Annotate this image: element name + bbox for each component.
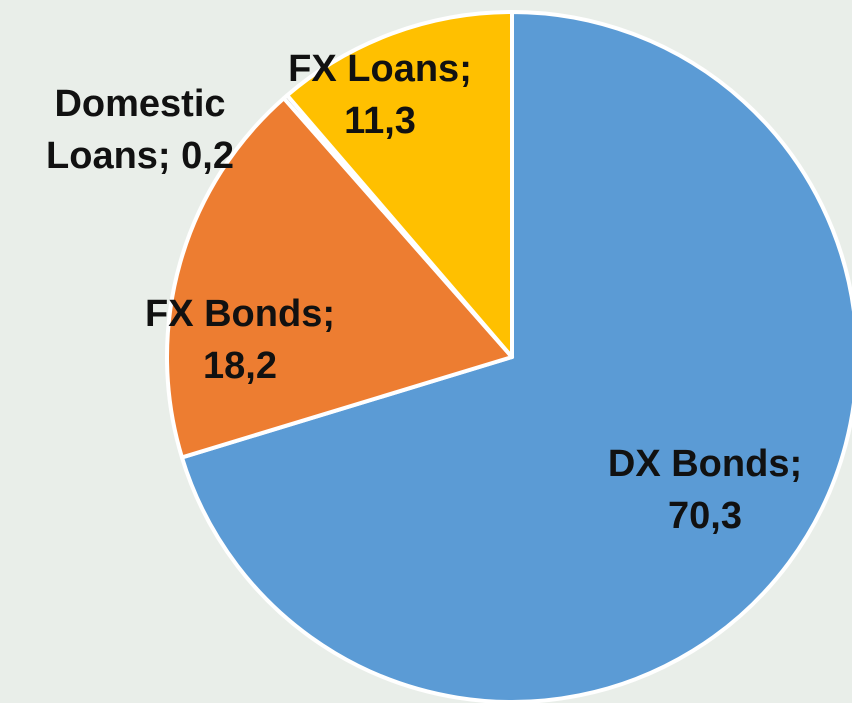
value-label: 0,2 (181, 135, 234, 177)
value-label: 11,3 (344, 100, 416, 142)
pie-slice (179, 10, 852, 703)
pie-slice (285, 10, 514, 359)
category: DX Bonds (607, 443, 790, 485)
data-label: FX Loans; 11,3 (265, 43, 495, 147)
separator: ; (459, 48, 472, 90)
value-label: 18,2 (203, 345, 277, 387)
separator: ; (789, 443, 803, 485)
data-label: DX Bonds; 70,3 (585, 438, 825, 542)
data-label: Domestic Loans; 0,2 (15, 78, 265, 182)
category: Domestic Loans (46, 83, 226, 177)
separator: ; (157, 135, 171, 177)
category: FX Loans (288, 48, 460, 90)
pie-slice (165, 96, 514, 460)
category: FX Bonds (145, 293, 323, 335)
data-label: FX Bonds; 18,2 (125, 288, 355, 392)
value-label: 70,3 (668, 495, 742, 537)
separator: ; (322, 293, 335, 335)
